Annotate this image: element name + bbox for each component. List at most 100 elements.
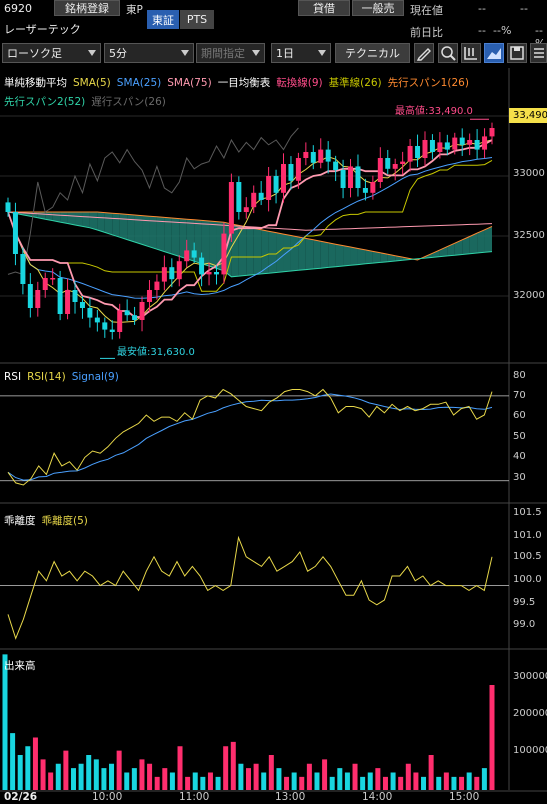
candle-body — [489, 128, 495, 137]
volume-bar — [352, 763, 358, 790]
candle-body — [221, 233, 227, 275]
menu-icon[interactable] — [530, 43, 547, 63]
volume-bar — [405, 763, 411, 790]
stock-code: 6920 — [4, 2, 32, 15]
legend-entry: 先行スパン2(52) — [4, 96, 86, 108]
volume-bar — [451, 776, 457, 790]
chevron-down-icon — [181, 50, 189, 56]
cloud-segment — [75, 212, 83, 227]
volume-bar — [10, 733, 16, 790]
price-tick: 32000 — [513, 290, 545, 301]
register-button[interactable]: 銘柄登録 — [54, 0, 120, 16]
volume-bar — [390, 772, 396, 790]
chart-canvas[interactable] — [0, 68, 547, 804]
candle-body — [459, 137, 465, 145]
candle-body — [12, 212, 18, 254]
cloud-segment — [127, 214, 135, 242]
volume-bar — [367, 772, 373, 790]
cloud-segment — [343, 245, 351, 266]
volume-bar — [109, 763, 115, 790]
change-pct: --% — [493, 24, 512, 37]
area-chart-icon[interactable] — [484, 43, 504, 63]
volume-bar — [177, 746, 183, 790]
candle-body — [35, 290, 41, 308]
volume-bar — [398, 776, 404, 790]
volume-bar — [78, 763, 84, 790]
cloud-segment — [97, 212, 105, 233]
cloud-segment — [298, 236, 306, 271]
technical-button[interactable]: テクニカル — [335, 43, 410, 63]
candle-body — [191, 250, 197, 258]
vol-tick: 300000 — [513, 671, 547, 682]
lend-button[interactable]: 貸借 — [298, 0, 350, 16]
kijun-line — [7, 159, 493, 292]
candle-body — [213, 272, 219, 275]
volume-bar — [70, 768, 76, 790]
cloud-segment — [305, 238, 314, 270]
candle-body — [139, 302, 145, 320]
save-icon[interactable] — [507, 43, 527, 63]
chevron-down-icon — [88, 50, 96, 56]
cloud-segment — [156, 216, 165, 252]
candle-body — [400, 161, 406, 164]
cloud-segment — [313, 239, 321, 269]
dev-tick: 101.5 — [513, 507, 542, 518]
rsi-tick: 70 — [513, 390, 526, 401]
candle-body — [340, 170, 346, 188]
deviation-line — [7, 535, 493, 640]
volume-bar — [116, 750, 122, 790]
volume-bar — [268, 755, 274, 790]
legend-entry: 単純移動平均 — [4, 77, 67, 89]
tab-pts[interactable]: PTS — [180, 10, 214, 29]
volume-bar — [436, 776, 442, 790]
rsi-tick: 40 — [513, 451, 526, 462]
price-value: -- — [478, 2, 486, 15]
tab-tosho[interactable]: 東証 — [147, 10, 179, 29]
time-label: 15:00 — [449, 791, 480, 803]
cloud-segment — [276, 232, 284, 273]
candle-body — [5, 202, 11, 212]
chart-type-select[interactable]: ローソク足 — [2, 43, 101, 63]
cloud-segment — [387, 254, 396, 262]
legend-entry: 転換線(9) — [276, 77, 323, 89]
current-price-tag: 33,490 — [509, 108, 547, 123]
cloud-segment — [171, 218, 180, 257]
candle-body — [176, 261, 182, 280]
time-label: 14:00 — [362, 791, 393, 803]
zoom-icon[interactable] — [438, 43, 458, 63]
legend-entry: 乖離度 — [4, 515, 36, 527]
legend-entry: SMA(5) — [73, 77, 111, 89]
general-sell-button[interactable]: 一般売 — [352, 0, 404, 16]
pencil-icon[interactable] — [414, 43, 434, 63]
cloud-segment — [290, 235, 299, 272]
senkou-span2-line — [7, 211, 493, 278]
legend-entry: 乖離度(5) — [41, 515, 88, 527]
volume-bar — [246, 768, 251, 790]
candle-body — [444, 142, 450, 150]
candle-body — [228, 182, 234, 234]
volume-bar — [147, 763, 153, 790]
change-label: 前日比 — [410, 26, 443, 39]
rsi-tick: 60 — [513, 410, 526, 421]
legend-entry: 遅行スパン(26) — [91, 96, 166, 108]
candle-body — [161, 267, 167, 282]
volume-bar — [489, 685, 495, 790]
dev-tick: 99.5 — [513, 597, 536, 608]
price-label: 現在値 — [410, 4, 443, 17]
volume-bar — [360, 776, 366, 790]
candle-body — [422, 140, 428, 158]
candle-body — [132, 315, 138, 320]
interval-select[interactable]: 5分 — [104, 43, 194, 63]
legend-entry: Signal(9) — [71, 371, 119, 383]
cloud-segment — [60, 212, 68, 224]
candle-body — [385, 158, 391, 169]
period-select[interactable]: 期間指定 — [196, 43, 265, 63]
span-select[interactable]: 1日 — [271, 43, 331, 63]
candle-body — [236, 182, 242, 212]
cloud-segment — [246, 226, 254, 276]
volume-bar — [344, 772, 350, 790]
cloud-segment — [238, 225, 247, 277]
legend-entry: 先行スパン1(26) — [387, 77, 469, 89]
volume-bar — [481, 768, 487, 790]
print-out-icon[interactable] — [461, 43, 481, 63]
